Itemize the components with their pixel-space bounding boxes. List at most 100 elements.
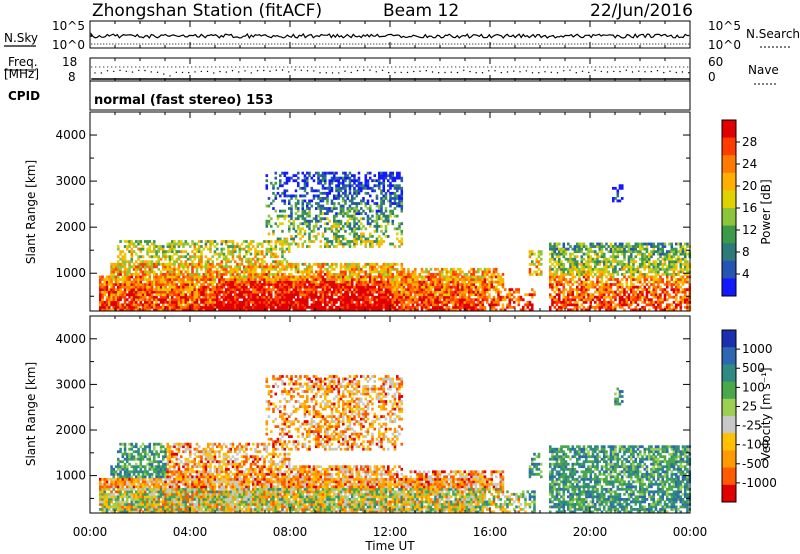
heatmap-cell <box>396 232 399 236</box>
heatmap-cell <box>342 191 345 195</box>
heatmap-cell <box>326 237 329 241</box>
heatmap-cell <box>315 262 318 266</box>
heatmap-cell <box>549 247 552 251</box>
heatmap-cell <box>616 250 620 254</box>
heatmap-cell <box>589 255 593 259</box>
heatmap-cell <box>173 298 176 302</box>
heatmap-cell <box>171 267 174 271</box>
heatmap-cell <box>256 280 260 284</box>
heatmap-cell <box>117 285 120 289</box>
heatmap-cell <box>308 199 311 203</box>
heatmap-cell <box>342 288 345 292</box>
heatmap-cell <box>427 288 431 292</box>
heatmap-cell <box>387 179 390 183</box>
heatmap-cell <box>339 270 343 274</box>
heatmap-cell <box>128 245 131 248</box>
heatmap-cell <box>243 267 246 271</box>
heatmap-cell <box>274 298 278 302</box>
heatmap-cell <box>402 290 406 294</box>
heatmap-cell <box>146 250 149 254</box>
heatmap-cell <box>130 285 134 289</box>
heatmap-cell <box>603 270 606 274</box>
heatmap-cell <box>355 290 359 294</box>
heatmap-cell <box>472 280 476 284</box>
heatmap-cell <box>238 300 242 304</box>
heatmap-cell <box>326 275 329 279</box>
heatmap-cell <box>540 262 543 266</box>
heatmap-cell <box>186 295 190 299</box>
heatmap-cell <box>342 303 345 307</box>
heatmap-cell <box>423 303 426 307</box>
heatmap-cell <box>384 219 388 223</box>
heatmap-cell <box>173 275 176 279</box>
heatmap-cell <box>162 247 165 251</box>
heatmap-cell <box>434 300 437 304</box>
heatmap-cell <box>279 278 282 281</box>
heatmap-cell <box>231 270 235 274</box>
heatmap-cell <box>589 265 593 269</box>
heatmap-cell <box>585 285 588 289</box>
heatmap-cell <box>252 290 255 294</box>
heatmap-cell <box>353 265 356 269</box>
heatmap-cell <box>580 265 584 269</box>
heatmap-cell <box>396 303 399 307</box>
heatmap-cell <box>360 181 363 185</box>
heatmap-cell <box>180 255 183 259</box>
heatmap-cell <box>560 283 563 286</box>
heatmap-cell <box>252 305 255 309</box>
heatmap-cell <box>267 280 271 284</box>
heatmap-cell <box>425 283 428 286</box>
heatmap-cell <box>562 265 566 269</box>
heatmap-cell <box>265 273 269 276</box>
heatmap-cell <box>551 285 554 289</box>
heatmap-cell <box>186 300 190 304</box>
heatmap-cell <box>148 265 152 269</box>
heatmap-cell <box>490 298 494 302</box>
heatmap-cell <box>357 280 361 284</box>
heatmap-cell <box>150 260 154 264</box>
heatmap-cell <box>263 240 266 243</box>
heatmap-cell <box>209 270 212 274</box>
nave-point <box>400 71 402 74</box>
nave-point <box>588 71 590 74</box>
heatmap-cell <box>222 255 226 259</box>
heatmap-cell <box>443 298 446 302</box>
heatmap-cell <box>317 308 320 312</box>
heatmap-cell <box>364 295 368 299</box>
heatmap-cell <box>180 300 183 304</box>
heatmap-cell <box>477 300 480 304</box>
nave-point <box>150 71 152 73</box>
heatmap-cell <box>425 275 428 279</box>
heatmap-cell <box>306 293 309 297</box>
heatmap-cell <box>416 278 419 281</box>
heatmap-cell <box>191 240 194 243</box>
heatmap-cell <box>310 219 314 223</box>
heatmap-cell <box>342 280 345 284</box>
heatmap-cell <box>189 273 192 276</box>
heatmap-cell <box>351 262 354 266</box>
heatmap-cell <box>141 270 145 274</box>
heatmap-cell <box>378 265 381 269</box>
heatmap-cell <box>342 265 345 269</box>
heatmap-cell <box>450 278 453 281</box>
heatmap-cell <box>166 270 170 274</box>
heatmap-cell <box>625 283 629 286</box>
heatmap-cell <box>285 308 289 312</box>
heatmap-cell <box>288 202 291 205</box>
heatmap-cell <box>326 273 329 276</box>
heatmap-cell <box>576 308 579 312</box>
heatmap-cell <box>211 298 215 302</box>
heatmap-cell <box>353 214 356 218</box>
nave-point <box>350 71 352 74</box>
heatmap-cell <box>267 204 271 208</box>
heatmap-cell <box>607 283 611 286</box>
heatmap-cell <box>375 298 379 302</box>
heatmap-cell <box>344 184 347 188</box>
heatmap-cell <box>162 293 165 297</box>
heatmap-cell <box>380 202 383 205</box>
heatmap-cell <box>263 295 266 299</box>
heatmap-cell <box>618 290 622 294</box>
heatmap-cell <box>564 267 568 271</box>
heatmap-cell <box>488 270 491 274</box>
heatmap-cell <box>321 262 325 266</box>
